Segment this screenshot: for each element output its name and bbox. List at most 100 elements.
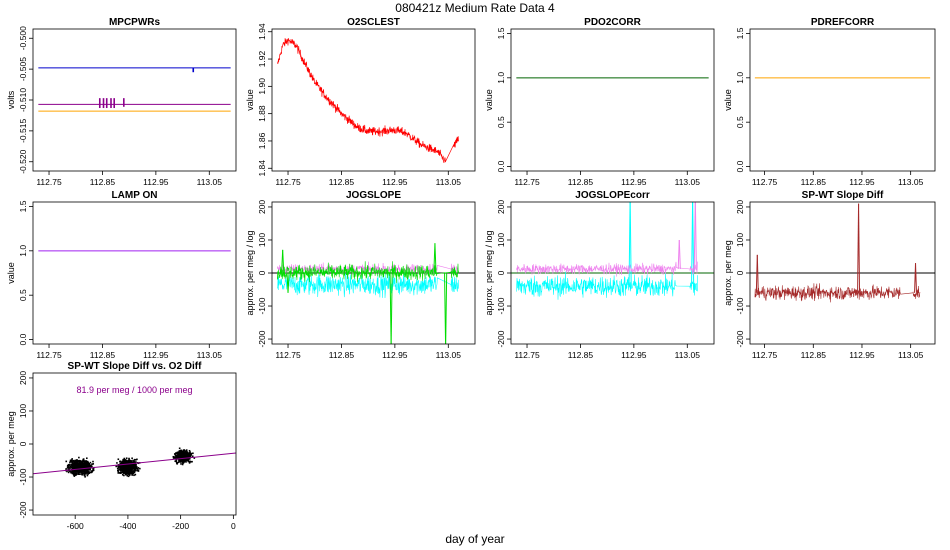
scatter-point <box>88 470 90 473</box>
x-tick-label: 112.85 <box>329 177 355 187</box>
scatter-point <box>89 467 91 470</box>
y-tick-label: 0.0 <box>496 160 506 172</box>
scatter-point <box>70 471 72 474</box>
scatter-point <box>79 464 81 467</box>
scatter-point <box>124 467 127 469</box>
x-tick-label: 112.95 <box>382 177 408 187</box>
scatter-point <box>65 468 67 470</box>
scatter-point <box>135 461 137 463</box>
scatter-point <box>180 454 182 456</box>
plot-area <box>511 202 714 300</box>
scatter-point <box>67 463 70 466</box>
y-axis-label: approx. per meg / log <box>245 230 255 315</box>
y-tick-label: 1.88 <box>257 105 267 122</box>
plot-area <box>750 203 935 303</box>
scatter-point <box>130 471 132 473</box>
scatter-point <box>184 459 186 461</box>
x-tick-label: 112.95 <box>143 350 169 360</box>
scatter-point <box>117 469 120 471</box>
plot-frame <box>749 201 936 345</box>
scatter-point <box>188 449 191 452</box>
panel-jogslope: JOGSLOPE approx. per meg / log 112.75 112.8… <box>245 190 476 360</box>
scatter-point <box>178 459 180 462</box>
scatter-point <box>127 470 129 472</box>
scatter-point <box>134 466 137 468</box>
x-tick-label: -200 <box>172 521 189 531</box>
scatter-point <box>86 457 88 460</box>
scatter-point <box>78 456 80 459</box>
scatter-point <box>176 451 179 454</box>
scatter-point <box>82 469 84 472</box>
scatter-point <box>70 460 72 463</box>
scatter-point <box>67 471 70 474</box>
series-SP-WT <box>754 283 921 303</box>
scatter-point <box>84 476 86 478</box>
scatter-point <box>137 470 140 472</box>
scatter-point <box>131 461 133 464</box>
scatter-point <box>83 473 86 475</box>
x-tick-label: 112.85 <box>801 350 827 360</box>
scatter-point <box>77 464 80 466</box>
scatter-point <box>193 457 196 459</box>
scatter-point <box>128 474 131 476</box>
scatter-point <box>121 465 123 467</box>
x-tick-label: 112.75 <box>36 350 62 360</box>
scatter-point <box>188 462 191 464</box>
scatter-point <box>175 458 178 461</box>
scatter-point <box>135 466 138 468</box>
x-tick-label: 113.05 <box>197 177 223 187</box>
y-tick-label: -0.520 <box>18 149 28 173</box>
scatter-point <box>127 471 130 473</box>
x-tick-label: 112.95 <box>143 177 169 187</box>
series-O2SCLEST <box>277 38 460 163</box>
scatter-point <box>82 459 84 461</box>
panel-title: JOGSLOPEcorr <box>575 190 650 201</box>
scatter-point <box>86 463 88 466</box>
scatter-point <box>124 469 127 472</box>
scatter-point <box>133 460 135 463</box>
series-spike <box>390 272 393 344</box>
scatter-point <box>73 462 76 465</box>
scatter-point <box>134 468 136 471</box>
scatter-point <box>88 465 91 467</box>
y-tick-label: 0.5 <box>18 289 28 301</box>
scatter-point <box>125 459 127 462</box>
y-tick-label: -0.515 <box>18 119 28 143</box>
x-tick-label: 112.85 <box>801 177 827 187</box>
y-tick-label: -200 <box>735 330 745 347</box>
scatter-point <box>86 461 89 464</box>
y-tick-label: -0.505 <box>18 57 28 81</box>
scatter-point <box>87 466 89 468</box>
scatter-point <box>133 466 136 469</box>
scatter-point <box>83 470 86 472</box>
scatter-point <box>181 459 183 461</box>
scatter-point <box>117 465 119 467</box>
y-tick-label: 100 <box>735 233 745 247</box>
scatter-point <box>121 470 124 472</box>
y-axis-label: approx. per meg <box>723 240 733 306</box>
scatter-point <box>137 468 139 471</box>
scatter-point <box>71 459 73 462</box>
x-tick-label: 112.95 <box>849 177 875 187</box>
series-spike <box>445 272 448 344</box>
scatter-point <box>75 472 78 475</box>
x-tick-label: 112.85 <box>90 350 116 360</box>
scatter-point <box>122 467 125 469</box>
scatter-point <box>185 459 187 462</box>
x-axis-label: day of year <box>445 532 504 546</box>
scatter-point <box>136 469 138 472</box>
scatter-point <box>76 463 78 465</box>
scatter-point <box>87 471 89 474</box>
scatter-point <box>128 463 130 466</box>
scatter-point <box>131 472 134 475</box>
scatter-point <box>72 472 75 475</box>
scatter-point <box>78 471 81 474</box>
scatter-point <box>131 471 134 473</box>
scatter-point <box>75 460 78 462</box>
scatter-point <box>173 457 175 459</box>
scatter-point <box>86 460 89 463</box>
scatter-point <box>85 473 87 475</box>
y-tick-label: 200 <box>735 200 745 214</box>
scatter-point <box>81 466 84 468</box>
x-tick-label: -600 <box>67 521 84 531</box>
